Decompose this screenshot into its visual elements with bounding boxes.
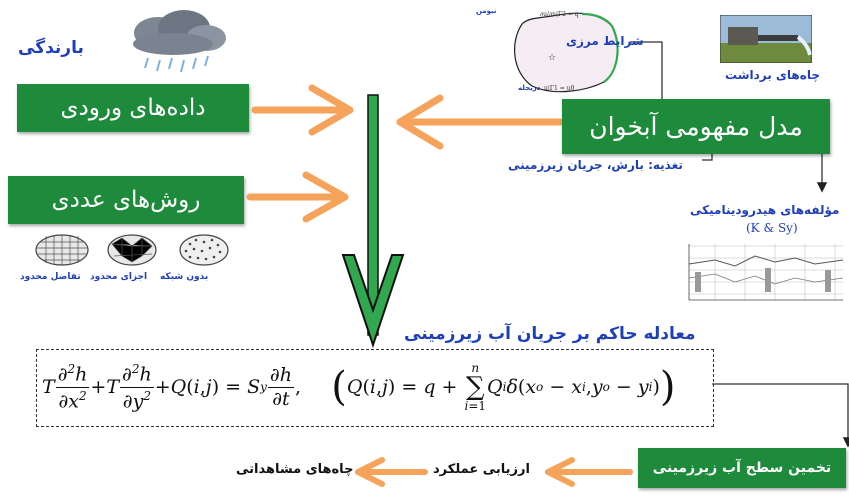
input-data-box: داده‌های ورودی xyxy=(17,84,249,132)
arrow-model-to-center xyxy=(396,94,564,150)
neumann-label: نیومن xyxy=(476,7,497,15)
rain-cloud-icon xyxy=(133,10,226,73)
svg-text:☆: ☆ xyxy=(548,53,556,63)
arrow-methods-to-center xyxy=(246,171,349,223)
numerical-methods-box: روش‌های عددی xyxy=(8,176,244,224)
equation-title: معادله حاکم بر جریان آب زیرزمینی xyxy=(404,324,696,344)
pumping-well-photo xyxy=(720,15,812,63)
method-label-fdm: تفاضل محدود xyxy=(20,272,81,282)
estimation-box: تخمین سطح آب زیرزمینی xyxy=(638,448,846,488)
method-label-fem: اجزای محدود xyxy=(90,272,148,282)
rainfall-label: بارندگی xyxy=(18,38,84,58)
svg-text:u|Γ1 = u0: u|Γ1 = u0 xyxy=(544,85,575,92)
method-mesh-icons xyxy=(35,234,229,266)
pumping-wells-label: چاه‌های برداشت xyxy=(725,68,820,82)
observation-wells-label: چاه‌های مشاهداتی xyxy=(236,462,354,477)
svg-text:∂u/∂n|Γ2 = q: ∂u/∂n|Γ2 = q xyxy=(540,11,579,18)
conceptual-model-box: مدل مفهومی آبخوان xyxy=(562,99,830,154)
meshless-points-icon xyxy=(179,234,229,266)
grid-mesh-icon xyxy=(35,234,89,266)
dirichlet-label: دریجله xyxy=(518,84,541,92)
method-label-meshless: بدون شبکه xyxy=(160,272,209,282)
fem-mesh-icon xyxy=(107,234,157,266)
boundary-domain-icon: ☆ ∂u/∂n|Γ2 = q u|Γ1 = u0 xyxy=(514,11,619,93)
evaluation-label: ارزیابی عملکرد xyxy=(433,462,530,477)
k-sy-label: (K & Sy) xyxy=(746,221,798,235)
arrow-evaluation-to-wells xyxy=(355,457,428,487)
arrow-input-to-center xyxy=(251,84,354,136)
governing-equation-box xyxy=(36,349,714,427)
hydro-components-label: مؤلفه‌های هیدرودینامیکی xyxy=(690,203,840,217)
hydro-profile-thumbnail xyxy=(675,238,847,310)
arrow-estimation-to-evaluation xyxy=(545,457,633,487)
boundary-conditions-label: شرایط مرزی xyxy=(566,34,644,48)
arrow-down-to-equation xyxy=(341,94,405,349)
recharge-label: تغذیه: بارش، جریان زیرزمینی xyxy=(508,158,683,172)
